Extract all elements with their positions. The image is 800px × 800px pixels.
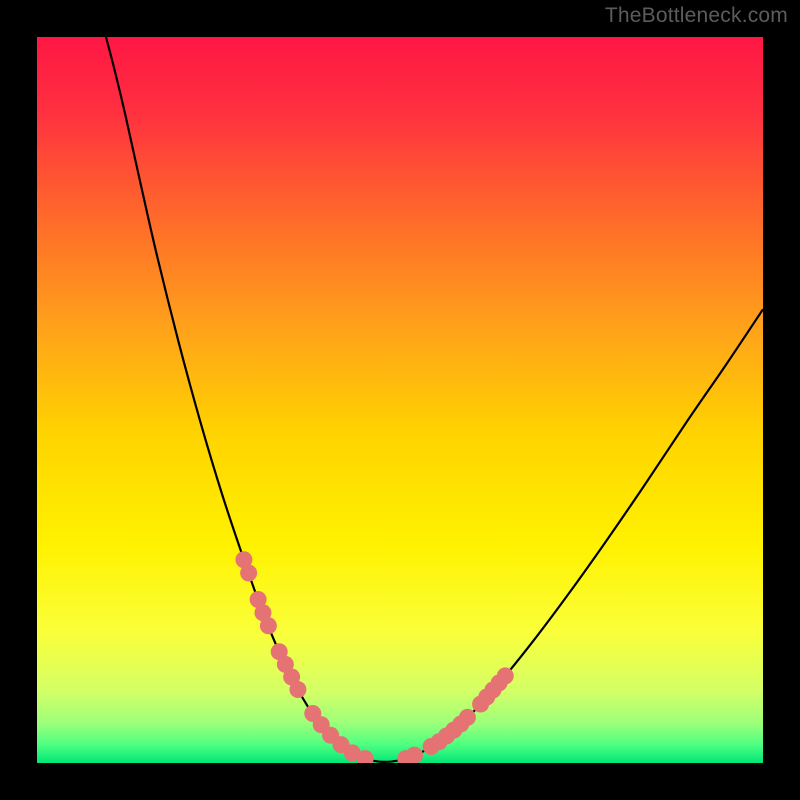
- curve-marker: [459, 709, 476, 726]
- plot-area: [37, 37, 763, 763]
- marker-group: [235, 551, 513, 763]
- curve-marker: [289, 681, 306, 698]
- curve-marker: [260, 617, 277, 634]
- root: TheBottleneck.com: [0, 0, 800, 800]
- curve-marker: [406, 747, 423, 763]
- chart-svg: [37, 37, 763, 763]
- watermark-text: TheBottleneck.com: [605, 4, 788, 28]
- curve-marker: [497, 667, 514, 684]
- curve-marker: [240, 564, 257, 581]
- bottleneck-curve: [106, 37, 763, 762]
